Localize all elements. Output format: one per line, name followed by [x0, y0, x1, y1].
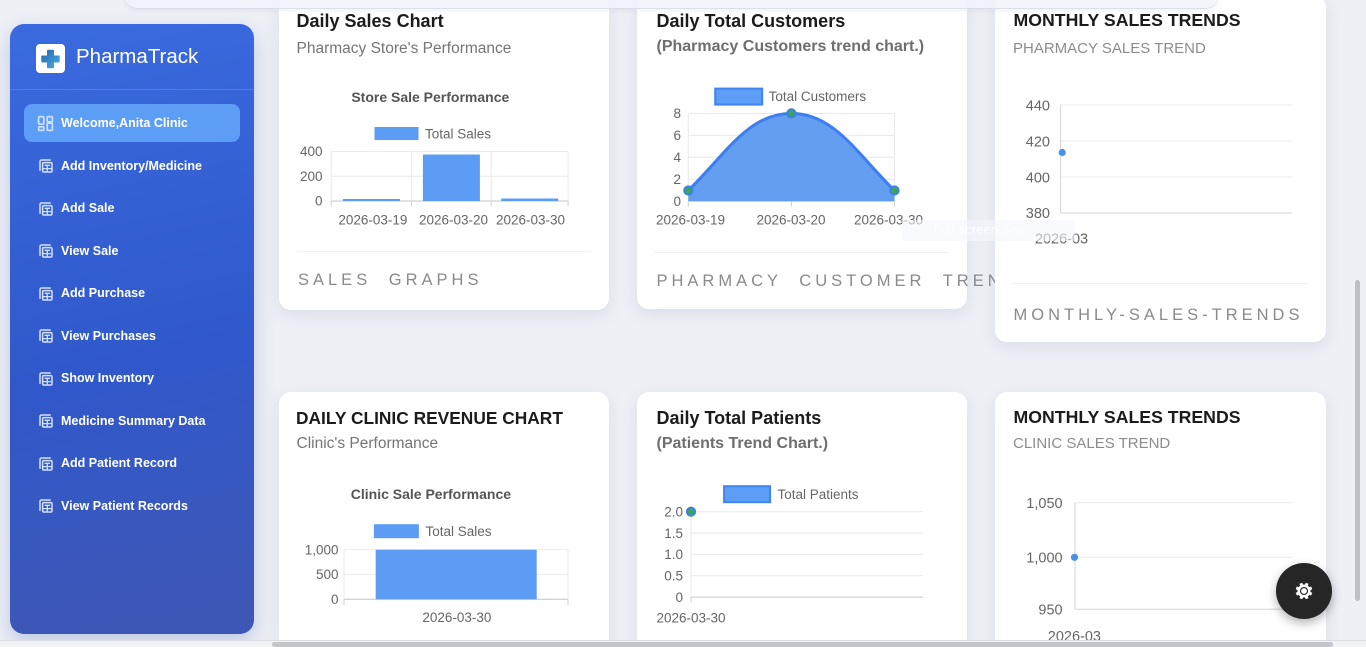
svg-text:200: 200	[299, 169, 322, 184]
svg-text:0: 0	[330, 592, 338, 607]
svg-text:400: 400	[1026, 170, 1050, 186]
svg-text:0: 0	[673, 194, 681, 209]
svg-text:440: 440	[1026, 98, 1050, 114]
svg-text:0: 0	[314, 194, 322, 209]
svg-text:1,000: 1,000	[1026, 550, 1062, 566]
svg-text:8: 8	[673, 106, 681, 121]
svg-text:380: 380	[1026, 206, 1050, 222]
svg-text:0: 0	[675, 589, 683, 604]
svg-text:2026-03-20: 2026-03-20	[418, 213, 487, 228]
svg-text:1,000: 1,000	[304, 542, 338, 557]
svg-text:Total Sales: Total Sales	[425, 126, 491, 141]
svg-text:2026-03-30: 2026-03-30	[656, 610, 725, 625]
svg-text:2: 2	[673, 172, 681, 187]
svg-text:1.0: 1.0	[664, 547, 683, 562]
svg-text:500: 500	[315, 567, 338, 582]
svg-text:1,050: 1,050	[1026, 495, 1062, 511]
svg-text:Total Sales: Total Sales	[425, 524, 491, 539]
svg-text:Store Sale Performance: Store Sale Performance	[351, 89, 509, 105]
svg-text:Clinic Sale Performance: Clinic Sale Performance	[350, 485, 511, 501]
svg-text:2026-03-20: 2026-03-20	[756, 213, 825, 228]
svg-text:2026-03-19: 2026-03-19	[338, 213, 407, 228]
svg-text:1.5: 1.5	[664, 525, 683, 540]
svg-text:Total Patients: Total Patients	[778, 486, 859, 501]
svg-text:2026-03-19: 2026-03-19	[656, 213, 725, 228]
svg-text:2026-03-30: 2026-03-30	[495, 213, 564, 228]
svg-text:0.5: 0.5	[664, 568, 683, 583]
svg-text:420: 420	[1026, 134, 1050, 150]
svg-text:950: 950	[1038, 602, 1062, 618]
svg-text:2026-03-30: 2026-03-30	[422, 609, 491, 624]
svg-text:4: 4	[673, 150, 681, 165]
svg-text:Total Customers: Total Customers	[769, 89, 867, 104]
svg-text:400: 400	[299, 144, 322, 159]
svg-text:6: 6	[673, 128, 681, 143]
svg-text:2.0: 2.0	[664, 504, 683, 519]
